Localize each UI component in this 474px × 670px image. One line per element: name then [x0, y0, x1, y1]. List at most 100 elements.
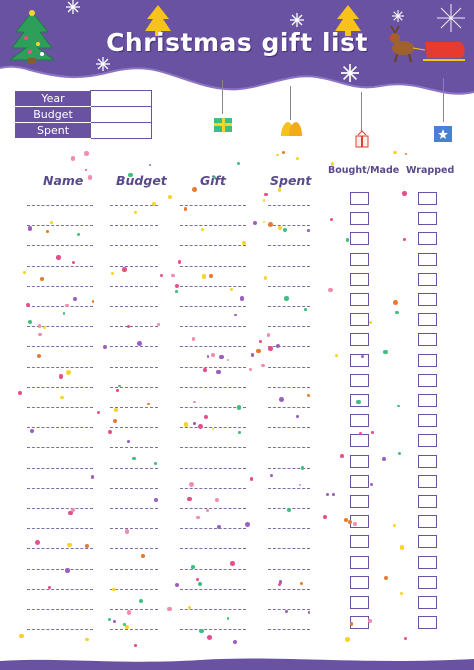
spent-line-field[interactable] — [268, 366, 310, 368]
gift-line-field[interactable] — [180, 588, 246, 590]
wrapped-checkbox[interactable] — [418, 454, 437, 468]
budget-line-field[interactable] — [110, 427, 158, 429]
wrapped-checkbox[interactable] — [418, 414, 437, 428]
spent-line-field[interactable] — [268, 326, 310, 328]
bought-checkbox[interactable] — [350, 474, 369, 488]
wrapped-checkbox[interactable] — [418, 353, 437, 367]
spent-line-field[interactable] — [268, 306, 310, 307]
name-line-field[interactable] — [27, 285, 93, 287]
budget-line-field[interactable] — [110, 467, 158, 469]
gift-line-field[interactable] — [180, 245, 246, 247]
gift-line-field[interactable] — [180, 447, 246, 449]
gift-line-field[interactable] — [180, 205, 246, 206]
gift-line-field[interactable] — [180, 467, 246, 469]
wrapped-checkbox[interactable] — [418, 212, 437, 226]
name-line-field[interactable] — [27, 245, 93, 247]
bought-checkbox[interactable] — [350, 495, 369, 508]
gift-line-field[interactable] — [180, 225, 246, 227]
budget-line-field[interactable] — [110, 568, 158, 570]
gift-line-field[interactable] — [180, 306, 246, 307]
bought-checkbox[interactable] — [350, 232, 369, 246]
budget-line-field[interactable] — [110, 205, 158, 206]
spent-line-field[interactable] — [268, 487, 310, 489]
bought-checkbox[interactable] — [350, 272, 369, 286]
budget-line-field[interactable] — [110, 225, 158, 227]
spent-line-field[interactable] — [268, 588, 310, 590]
bought-checkbox[interactable] — [350, 333, 369, 347]
gift-line-field[interactable] — [180, 609, 246, 610]
spent-line-field[interactable] — [268, 205, 310, 206]
spent-total-field[interactable] — [90, 122, 152, 139]
name-line-field[interactable] — [27, 609, 93, 610]
spent-line-field[interactable] — [268, 265, 310, 267]
gift-line-field[interactable] — [180, 326, 246, 328]
wrapped-checkbox[interactable] — [418, 596, 437, 609]
bought-checkbox[interactable] — [350, 353, 369, 367]
name-line-field[interactable] — [27, 205, 93, 206]
wrapped-checkbox[interactable] — [418, 373, 437, 387]
gift-line-field[interactable] — [180, 285, 246, 287]
budget-total-field[interactable] — [90, 106, 152, 123]
gift-line-field[interactable] — [180, 366, 246, 368]
name-line-field[interactable] — [27, 508, 93, 509]
spent-line-field[interactable] — [268, 245, 310, 247]
bought-checkbox[interactable] — [350, 434, 369, 448]
wrapped-checkbox[interactable] — [418, 333, 437, 347]
name-line-field[interactable] — [27, 306, 93, 307]
spent-line-field[interactable] — [268, 568, 310, 570]
spent-line-field[interactable] — [268, 225, 310, 227]
name-line-field[interactable] — [27, 407, 93, 408]
wrapped-checkbox[interactable] — [418, 474, 437, 488]
spent-line-field[interactable] — [268, 447, 310, 449]
gift-line-field[interactable] — [180, 548, 246, 550]
budget-line-field[interactable] — [110, 346, 158, 348]
name-line-field[interactable] — [27, 366, 93, 368]
spent-line-field[interactable] — [268, 629, 310, 631]
name-line-field[interactable] — [27, 265, 93, 267]
gift-line-field[interactable] — [180, 386, 246, 388]
name-line-field[interactable] — [27, 487, 93, 489]
name-line-field[interactable] — [27, 346, 93, 348]
budget-line-field[interactable] — [110, 386, 158, 388]
name-line-field[interactable] — [27, 588, 93, 590]
budget-line-field[interactable] — [110, 508, 158, 509]
wrapped-checkbox[interactable] — [418, 272, 437, 286]
spent-line-field[interactable] — [268, 285, 310, 287]
wrapped-checkbox[interactable] — [418, 232, 437, 246]
bought-checkbox[interactable] — [350, 555, 369, 569]
spent-line-field[interactable] — [268, 467, 310, 469]
wrapped-checkbox[interactable] — [418, 555, 437, 569]
wrapped-checkbox[interactable] — [418, 515, 437, 529]
wrapped-checkbox[interactable] — [418, 495, 437, 508]
wrapped-checkbox[interactable] — [418, 535, 437, 549]
wrapped-checkbox[interactable] — [418, 394, 437, 407]
wrapped-checkbox[interactable] — [418, 434, 437, 448]
spent-line-field[interactable] — [268, 407, 310, 408]
budget-line-field[interactable] — [110, 245, 158, 247]
budget-line-field[interactable] — [110, 326, 158, 328]
name-line-field[interactable] — [27, 386, 93, 388]
bought-checkbox[interactable] — [350, 596, 369, 609]
budget-line-field[interactable] — [110, 366, 158, 368]
wrapped-checkbox[interactable] — [418, 575, 437, 589]
name-line-field[interactable] — [27, 467, 93, 469]
wrapped-checkbox[interactable] — [418, 192, 437, 205]
gift-line-field[interactable] — [180, 629, 246, 631]
bought-checkbox[interactable] — [350, 414, 369, 428]
gift-line-field[interactable] — [180, 568, 246, 570]
spent-line-field[interactable] — [268, 609, 310, 610]
name-line-field[interactable] — [27, 548, 93, 550]
gift-line-field[interactable] — [180, 508, 246, 509]
bought-checkbox[interactable] — [350, 454, 369, 468]
budget-line-field[interactable] — [110, 629, 158, 631]
budget-line-field[interactable] — [110, 487, 158, 489]
spent-line-field[interactable] — [268, 548, 310, 550]
budget-line-field[interactable] — [110, 285, 158, 287]
spent-line-field[interactable] — [268, 386, 310, 388]
bought-checkbox[interactable] — [350, 212, 369, 226]
wrapped-checkbox[interactable] — [418, 616, 437, 630]
name-line-field[interactable] — [27, 225, 93, 227]
name-line-field[interactable] — [27, 447, 93, 449]
budget-line-field[interactable] — [110, 407, 158, 408]
name-line-field[interactable] — [27, 528, 93, 530]
